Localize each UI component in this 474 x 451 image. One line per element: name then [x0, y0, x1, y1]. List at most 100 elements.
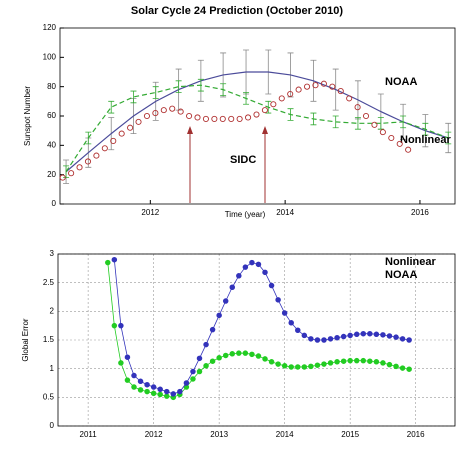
data-point [278, 95, 285, 102]
data-point [295, 327, 301, 334]
data-point [110, 137, 117, 144]
data-point [262, 269, 268, 276]
data-point [183, 380, 190, 386]
data-point [144, 388, 150, 395]
chart-title: Solar Cycle 24 Prediction (October 2010) [131, 5, 343, 17]
legend-label: NOAA [385, 269, 417, 281]
data-point [118, 360, 124, 366]
data-point [360, 357, 367, 364]
data-point [216, 312, 222, 319]
data-point [314, 337, 321, 343]
y-axis-label: Global Error [21, 318, 30, 361]
data-point [229, 284, 236, 291]
data-point [150, 384, 157, 390]
data-point [236, 350, 242, 356]
data-point [157, 386, 163, 393]
data-point [209, 358, 216, 364]
data-point [111, 256, 118, 263]
data-point [393, 334, 399, 340]
data-point [301, 364, 308, 370]
error-bar [175, 80, 182, 93]
y-tick-label: 1.5 [43, 335, 55, 344]
data-point [373, 359, 380, 365]
data-point [157, 391, 163, 398]
data-point [222, 298, 229, 304]
data-point [68, 170, 75, 177]
data-point [321, 337, 327, 343]
y-tick-label: 120 [43, 23, 57, 32]
data-point [312, 82, 319, 89]
data-point [209, 326, 216, 333]
error-bar [354, 117, 361, 130]
y-tick-label: 80 [47, 82, 56, 91]
data-point [203, 341, 209, 348]
data-point [255, 353, 262, 359]
sidc-arrowhead [187, 126, 193, 134]
data-point [340, 333, 347, 340]
x-tick-label: 2013 [210, 430, 228, 439]
data-point [216, 355, 222, 361]
data-point [137, 378, 144, 385]
data-point [337, 88, 344, 95]
data-point [295, 86, 302, 93]
series-line [65, 71, 449, 173]
data-point [242, 350, 249, 356]
data-point [163, 388, 170, 395]
x-tick-label: 2011 [80, 430, 98, 439]
data-point [353, 331, 360, 338]
data-point [295, 364, 301, 370]
data-point [367, 330, 373, 337]
data-point [393, 363, 399, 370]
data-point [222, 352, 229, 359]
data-point [118, 322, 124, 329]
data-point [169, 105, 176, 112]
data-point [281, 363, 288, 369]
data-point [367, 358, 373, 364]
data-point [124, 377, 131, 383]
y-tick-label: 0 [52, 199, 57, 208]
y-tick-label: 3 [50, 249, 55, 258]
data-point [275, 361, 281, 367]
data-point [320, 80, 327, 87]
x-tick-label: 2015 [341, 430, 359, 439]
data-point [249, 259, 255, 266]
data-point [211, 115, 218, 122]
data-point [308, 336, 314, 342]
data-point [327, 360, 334, 366]
data-point [399, 336, 406, 342]
data-point [281, 310, 288, 316]
legend-label: SIDC [230, 154, 256, 166]
data-point [268, 359, 275, 365]
data-point [268, 282, 275, 289]
x-tick-label: 2016 [411, 208, 429, 217]
data-point [202, 115, 209, 122]
x-tick-label: 2014 [276, 208, 294, 217]
data-point [245, 114, 252, 121]
data-point [186, 112, 193, 120]
y-tick-label: 1 [50, 364, 55, 373]
data-point [353, 357, 360, 364]
data-point [177, 388, 183, 395]
data-point [203, 363, 209, 369]
data-point [288, 364, 294, 370]
y-tick-label: 2 [50, 306, 55, 315]
data-point [308, 363, 314, 370]
plot-frame [59, 27, 456, 205]
data-point [301, 332, 308, 339]
y-tick-label: 20 [47, 170, 56, 179]
data-point [137, 387, 144, 393]
x-tick-label: 2012 [141, 208, 159, 217]
data-point [190, 368, 196, 375]
data-point [270, 101, 277, 108]
data-point [303, 83, 311, 90]
data-point [236, 115, 243, 122]
data-point [334, 334, 340, 341]
data-point [59, 174, 66, 181]
data-point [76, 164, 83, 171]
data-point [219, 115, 226, 122]
data-point [196, 368, 203, 375]
y-tick-label: 2.5 [43, 278, 55, 287]
data-point [177, 108, 184, 115]
data-point [327, 336, 334, 342]
data-point [405, 146, 412, 153]
